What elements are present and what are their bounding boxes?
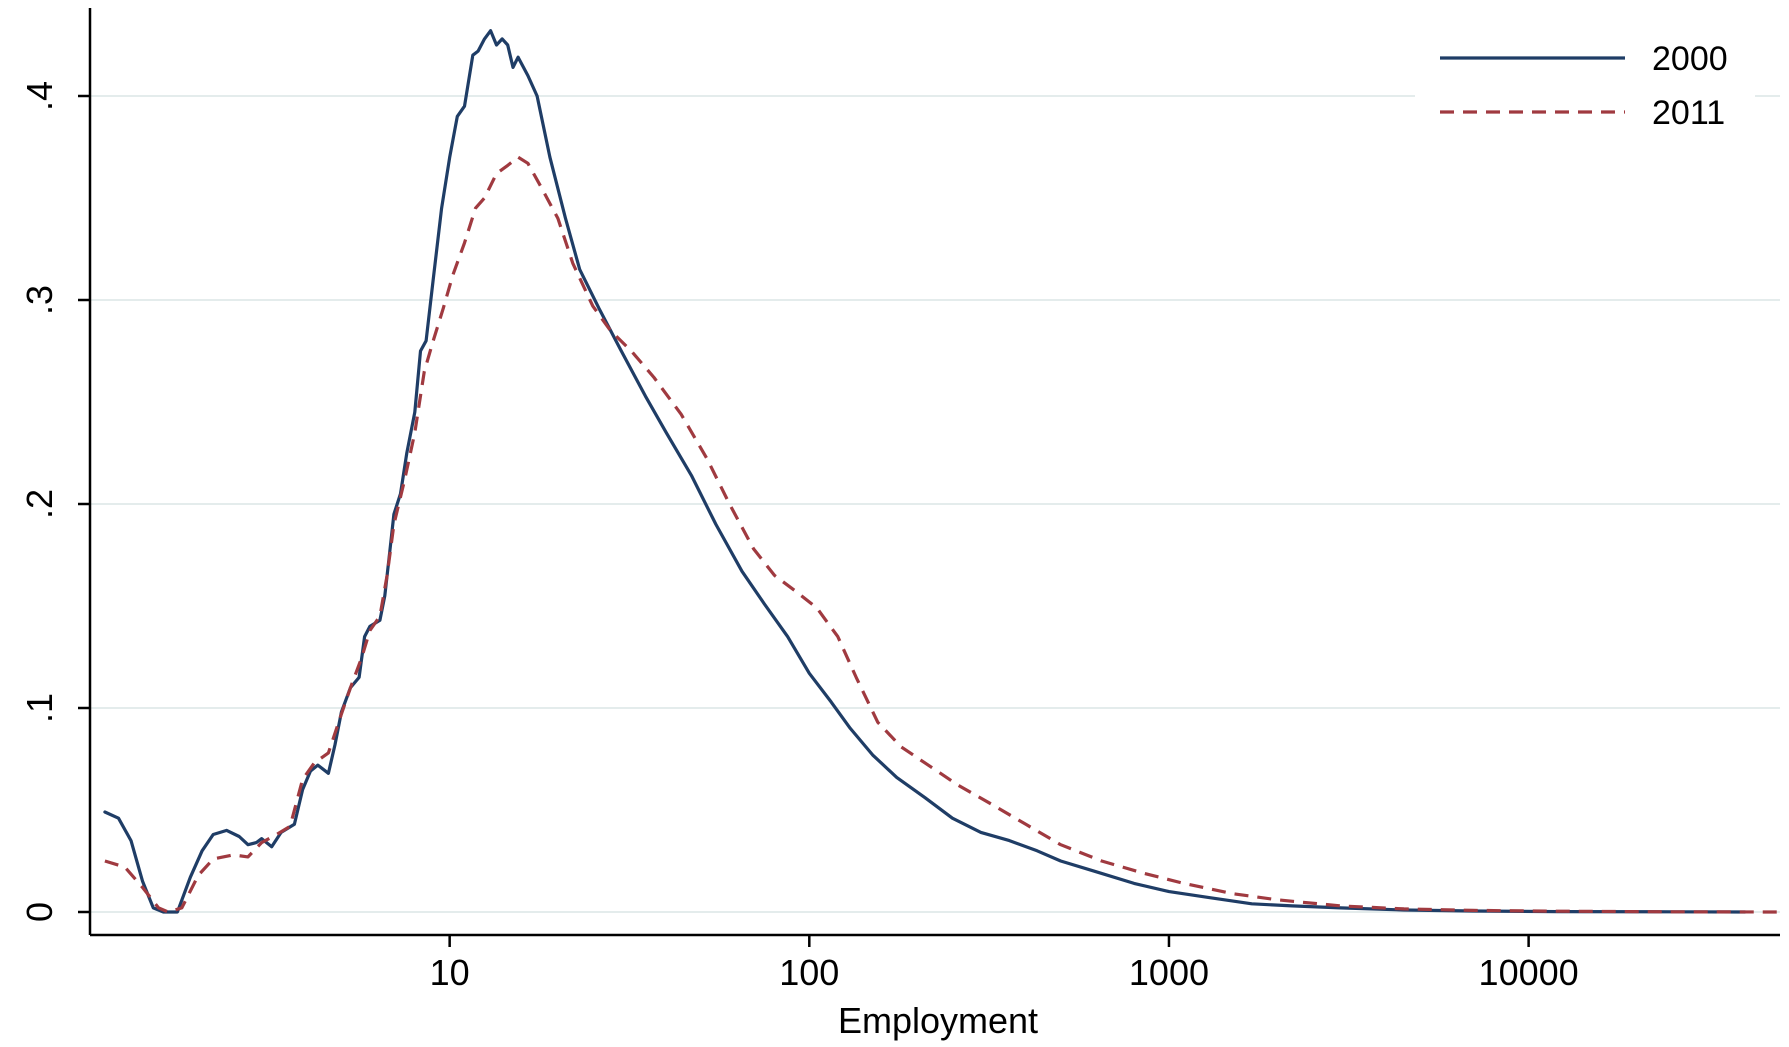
- axes: 0 .1 .2 .3 .4 10 100 1000 10000: [19, 8, 1780, 993]
- grid-lines: [90, 95, 1780, 913]
- y-tick-label: .2: [19, 489, 60, 519]
- x-tick-label: 10: [430, 952, 470, 993]
- series-line-2000: [103, 29, 1747, 914]
- y-tick-label: .1: [19, 693, 60, 723]
- legend-box: [1415, 22, 1755, 142]
- series-lines: [103, 29, 1781, 914]
- x-axis-title: Employment: [838, 1000, 1038, 1041]
- x-tick-label: 100: [779, 952, 839, 993]
- legend: 2000 2011: [1415, 22, 1755, 142]
- x-tick-label: 1000: [1129, 952, 1209, 993]
- x-tick-label: 10000: [1479, 952, 1579, 993]
- y-tick-label: .3: [19, 285, 60, 315]
- series-line-2011: [104, 155, 1781, 914]
- y-tick-label: .4: [19, 81, 60, 111]
- legend-label-2000: 2000: [1652, 40, 1728, 78]
- legend-label-2011: 2011: [1652, 94, 1725, 132]
- y-tick-label: 0: [19, 902, 60, 922]
